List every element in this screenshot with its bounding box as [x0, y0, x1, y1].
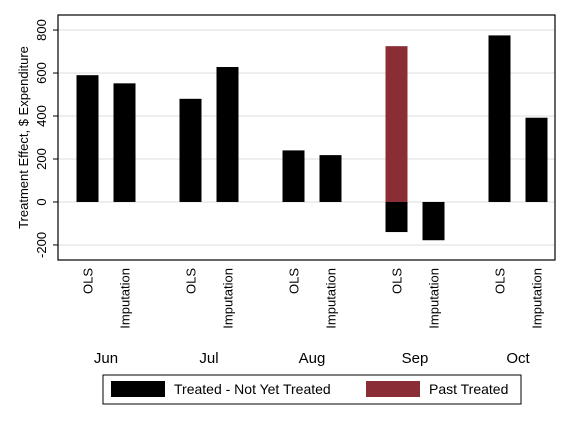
y-tick-label: 200: [34, 148, 49, 170]
bar-not-yet-treated-jun-ols: [76, 75, 99, 202]
gridlines: [58, 29, 555, 246]
month-label: Sep: [402, 350, 429, 367]
month-label: Jun: [94, 350, 118, 367]
method-label: OLS: [390, 268, 405, 294]
legend-label-past-treated: Past Treated: [429, 381, 508, 397]
bar-not-yet-treated-jul-imputation: [216, 67, 239, 202]
method-label: Imputation: [118, 268, 133, 329]
plot-frame: [57, 14, 556, 261]
y-tick-label: 0: [34, 198, 49, 205]
method-label: OLS: [287, 268, 302, 294]
bar-not-yet-treated-aug-imputation: [319, 155, 342, 202]
method-label: OLS: [184, 268, 199, 294]
method-label: Imputation: [324, 268, 339, 329]
bar-not-yet-treated-aug-ols: [282, 150, 305, 202]
method-label: OLS: [493, 268, 508, 294]
bar-not-yet-treated-oct-ols: [488, 35, 511, 202]
legend-swatch-past-treated: [366, 381, 420, 397]
bar-not-yet-treated-oct-imputation: [525, 117, 548, 202]
method-label: Imputation: [427, 268, 442, 329]
legend: Treated - Not Yet Treated Past Treated: [102, 374, 522, 405]
month-label: Aug: [299, 350, 326, 367]
month-label: Jul: [199, 350, 218, 367]
y-tick-label: 800: [34, 19, 49, 41]
y-axis-title: Treatment Effect, $ Expenditure: [16, 46, 31, 229]
method-label: Imputation: [530, 268, 545, 329]
x-axis-labels: OLS Imputation Jun OLS Imputation Jul OLS Imput…: [81, 268, 545, 367]
y-tick-label: -200: [34, 232, 49, 258]
y-tick-label: 600: [34, 62, 49, 84]
bar-past-treated-sep-ols: [385, 46, 408, 202]
method-label: OLS: [81, 268, 96, 294]
method-label: Imputation: [221, 268, 236, 329]
y-tick-label: 400: [34, 105, 49, 127]
month-label: Oct: [506, 350, 530, 367]
bar-not-yet-treated-sep-ols: [385, 201, 408, 233]
legend-box: [102, 374, 522, 405]
legend-swatch-not-yet-treated: [111, 381, 165, 397]
bar-not-yet-treated-jul-ols: [179, 98, 202, 202]
legend-label-not-yet-treated: Treated - Not Yet Treated: [174, 381, 331, 397]
bars: [76, 35, 548, 241]
y-axis: -200 0 200 400 600 800: [34, 19, 58, 258]
bar-not-yet-treated-sep-imputation: [422, 201, 445, 241]
bar-not-yet-treated-jun-imputation: [113, 83, 136, 202]
